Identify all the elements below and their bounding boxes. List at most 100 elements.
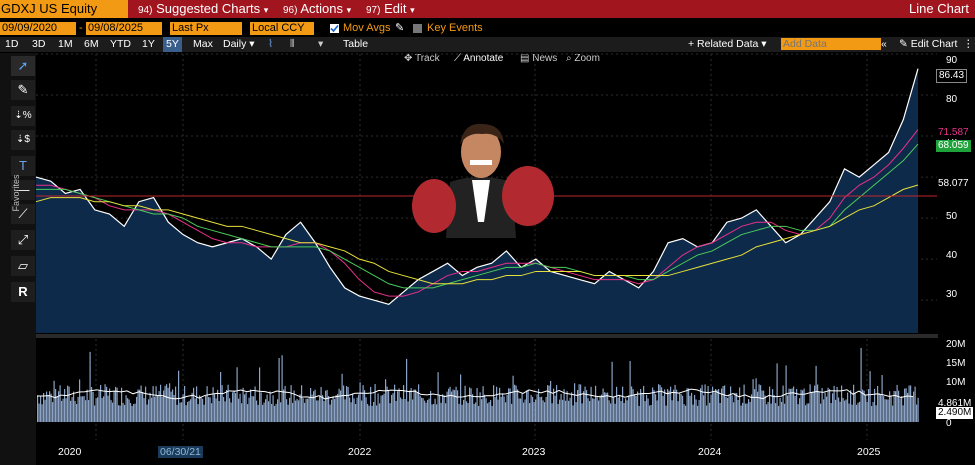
cursor-tool-icon[interactable]: ➚ (11, 56, 35, 76)
volume-bar (265, 399, 267, 422)
period-1d[interactable]: 1D (5, 38, 19, 50)
volume-bar (173, 394, 175, 422)
mov-avgs-checkbox[interactable] (330, 24, 339, 33)
volume-bar (860, 347, 862, 422)
dropdown-icon[interactable]: ▾ (318, 38, 324, 50)
volume-bar (478, 405, 480, 422)
collapse-icon[interactable]: « (881, 38, 887, 50)
news-tool[interactable]: ▤ News (520, 53, 558, 64)
price-field-select[interactable]: Last Px (170, 22, 242, 35)
frequency-select[interactable]: Daily ▾ (223, 38, 255, 50)
period-1m[interactable]: 1M (58, 38, 73, 50)
volume-bar (169, 383, 171, 422)
volume-bar (638, 405, 640, 422)
favorites-tab[interactable]: Favorites (11, 174, 21, 212)
menu-number: 97) (366, 5, 381, 16)
volume-bar (404, 399, 406, 422)
suggested-charts-menu[interactable]: 94) Suggested Charts ▾ (138, 1, 269, 16)
volume-bar (523, 402, 525, 422)
volume-bar (719, 403, 721, 422)
dollar-tool-icon[interactable]: ⇣$ (11, 130, 35, 150)
line-chart-icon[interactable]: ⌇ (268, 38, 274, 50)
trend-line-icon[interactable]: ⟋ (11, 204, 35, 224)
y-tick-40: 40 (946, 250, 958, 261)
volume-bar (296, 398, 298, 422)
volume-bar (475, 402, 477, 422)
volume-bar (643, 386, 645, 422)
field-bar (0, 19, 975, 36)
start-date-field[interactable]: 09/09/2020 (0, 22, 76, 35)
zoom-label: Zoom (574, 53, 600, 64)
volume-bar (761, 390, 763, 422)
volume-bar (692, 404, 694, 422)
volume-bar (77, 396, 79, 422)
key-events-checkbox[interactable] (413, 24, 422, 33)
volume-bar (274, 405, 276, 422)
volume-bar (401, 399, 403, 422)
volume-bar (716, 389, 718, 422)
volume-bar (649, 405, 651, 422)
actions-menu[interactable]: 96) Actions ▾ (283, 1, 352, 16)
volume-bar (631, 386, 633, 422)
volume-bar (112, 402, 114, 422)
volume-bar (770, 403, 772, 422)
volume-bar (820, 403, 822, 422)
volume-bar (182, 394, 184, 422)
period-1y[interactable]: 1Y (142, 38, 155, 50)
volume-bar (455, 386, 457, 422)
currency-select[interactable]: Local CCY (250, 22, 314, 35)
channel-tool-icon[interactable]: ▱ (11, 256, 35, 276)
panel-divider[interactable] (36, 334, 938, 338)
edit-chart-button[interactable]: ✎ Edit Chart (899, 38, 958, 50)
add-data-input[interactable] (781, 38, 881, 50)
volume-bar (256, 400, 258, 422)
volume-bar (116, 387, 118, 422)
period-3d[interactable]: 3D (32, 38, 46, 50)
volume-bar (244, 394, 246, 422)
volume-bar (838, 397, 840, 422)
pen-tool-icon[interactable]: ✎ (11, 80, 35, 100)
volume-bar (58, 391, 60, 422)
volume-bar (875, 405, 877, 422)
period-ytd[interactable]: YTD (110, 38, 131, 50)
related-data-button[interactable]: + Related Data ▾ (688, 38, 767, 50)
volume-bar (98, 389, 100, 422)
more-icon[interactable]: ⋮ (963, 38, 974, 50)
ray-line-icon[interactable]: ⤢ (11, 230, 35, 250)
volume-bar (739, 387, 741, 422)
volume-bar (248, 397, 250, 422)
volume-bar (661, 387, 663, 422)
horizontal-line-icon[interactable]: — (11, 180, 35, 200)
volume-bar (800, 389, 802, 422)
retracement-tool-icon[interactable]: R (11, 282, 35, 302)
track-tool[interactable]: ✥ Track (404, 53, 440, 64)
ticker-field[interactable]: GDXJ US Equity (0, 0, 128, 18)
annotate-tool[interactable]: ⟋ Annotate (454, 53, 504, 64)
volume-bar (214, 394, 216, 422)
volume-bar (373, 401, 375, 422)
end-date-field[interactable]: 09/08/2025 (86, 22, 162, 35)
volume-bar (277, 399, 279, 422)
period-6m[interactable]: 6M (84, 38, 99, 50)
volume-bar (197, 404, 199, 422)
volume-bar (652, 387, 654, 422)
volume-bar (785, 365, 787, 422)
x-label-2025: 2025 (857, 446, 881, 458)
volume-bar (124, 404, 126, 422)
volume-bar (874, 388, 876, 422)
volume-bar (253, 396, 255, 422)
edit-menu[interactable]: 97) Edit ▾ (366, 1, 415, 16)
volume-bar (326, 389, 328, 422)
period-max[interactable]: Max (193, 38, 213, 50)
pencil-icon[interactable]: ✎ (395, 22, 405, 34)
bar-chart-icon[interactable]: ⫴ (290, 38, 295, 50)
volume-bar (578, 384, 580, 422)
period-5y[interactable]: 5Y (163, 37, 182, 52)
volume-bar (287, 404, 289, 422)
percent-tool-icon[interactable]: ⇣% (11, 106, 35, 126)
text-tool-icon[interactable]: T (11, 156, 35, 176)
volume-bar (907, 392, 909, 422)
zoom-tool[interactable]: ⌕ Zoom (566, 53, 600, 64)
table-button[interactable]: Table (343, 38, 369, 50)
